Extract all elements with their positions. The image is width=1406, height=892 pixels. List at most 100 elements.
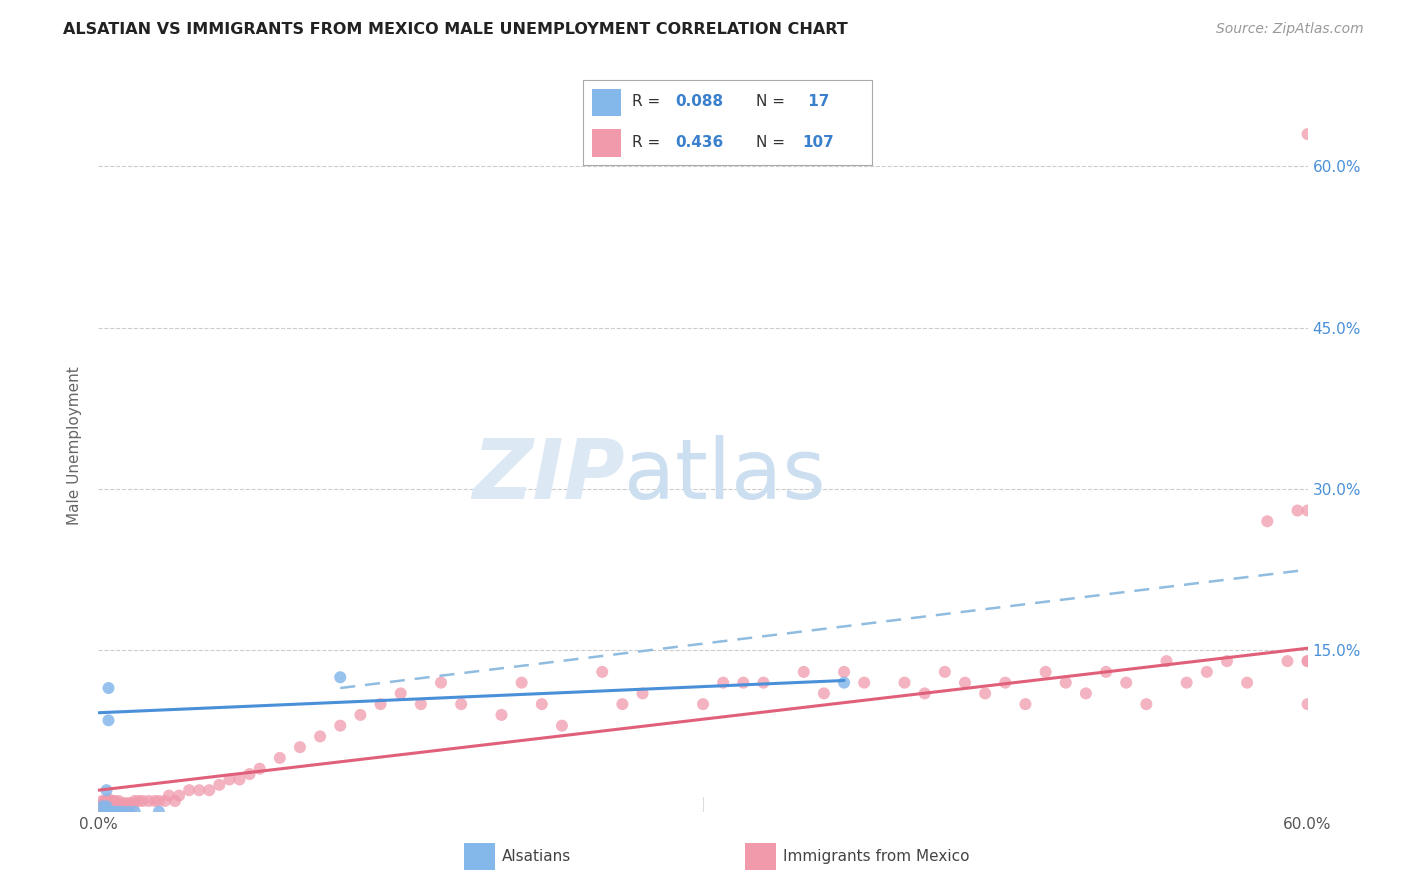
Point (100, 796, 122, 810)
Point (103, 799, 125, 814)
Point (409, 697, 432, 711)
Point (510, 675, 533, 690)
Point (96, 799, 118, 814)
Point (110, 799, 132, 814)
Point (91, 799, 114, 814)
Point (101, 805, 124, 819)
Point (97, 714, 120, 728)
Point (103, 805, 125, 819)
Point (692, 697, 714, 711)
Point (1296, 654, 1319, 668)
Point (120, 796, 142, 810)
Point (1195, 665, 1218, 679)
Point (124, 794, 146, 808)
Point (853, 675, 876, 690)
Point (832, 665, 855, 679)
Point (97, 801, 120, 815)
Point (96, 799, 118, 814)
Point (111, 805, 134, 819)
Point (893, 675, 915, 690)
Point (1236, 675, 1258, 690)
Point (107, 794, 129, 808)
Y-axis label: Male Unemployment: Male Unemployment (67, 367, 83, 525)
Point (111, 796, 134, 810)
Point (1135, 697, 1157, 711)
Point (218, 772, 240, 787)
Point (1014, 697, 1036, 711)
Point (97, 805, 120, 819)
Point (97, 792, 120, 806)
Text: Source: ZipAtlas.com: Source: ZipAtlas.com (1216, 22, 1364, 37)
Point (631, 686, 654, 700)
Text: 0.088: 0.088 (676, 95, 724, 110)
Point (914, 686, 936, 700)
Point (96, 794, 118, 808)
Point (97, 805, 120, 819)
Point (101, 794, 124, 808)
Point (167, 789, 190, 803)
Point (105, 796, 128, 810)
Point (101, 805, 124, 819)
Point (97, 797, 120, 812)
Point (1296, 127, 1319, 141)
Point (124, 805, 146, 819)
Point (91, 805, 114, 819)
Point (118, 805, 141, 819)
Point (551, 719, 574, 733)
Point (93, 796, 115, 810)
Point (179, 783, 201, 797)
Point (97, 681, 120, 695)
Text: ALSATIAN VS IMMIGRANTS FROM MEXICO MALE UNEMPLOYMENT CORRELATION CHART: ALSATIAN VS IMMIGRANTS FROM MEXICO MALE … (63, 22, 848, 37)
Point (1256, 514, 1278, 528)
Text: ZIP: ZIP (472, 434, 624, 516)
Point (163, 794, 186, 808)
FancyBboxPatch shape (592, 89, 621, 116)
Point (1296, 654, 1319, 668)
Point (114, 799, 136, 814)
Text: atlas: atlas (624, 434, 827, 516)
Point (793, 665, 815, 679)
Point (128, 794, 150, 808)
Text: Immigrants from Mexico: Immigrants from Mexico (783, 849, 970, 863)
Point (329, 670, 352, 684)
Point (100, 799, 122, 814)
Point (1286, 503, 1309, 517)
Point (143, 794, 166, 808)
Point (138, 794, 160, 808)
Point (93, 794, 115, 808)
Point (450, 697, 472, 711)
Point (1277, 654, 1299, 668)
Point (530, 697, 553, 711)
Point (1156, 654, 1178, 668)
Text: Alsatians: Alsatians (502, 849, 571, 863)
FancyBboxPatch shape (592, 129, 621, 157)
Point (591, 665, 613, 679)
Point (107, 805, 129, 819)
Point (96, 796, 118, 810)
Point (198, 783, 221, 797)
Point (107, 799, 129, 814)
Point (91, 799, 114, 814)
Text: 17: 17 (803, 95, 830, 110)
Point (103, 794, 125, 808)
Point (370, 697, 392, 711)
Point (115, 796, 138, 810)
Point (105, 801, 128, 815)
Point (153, 794, 176, 808)
Point (148, 794, 170, 808)
Point (1296, 503, 1319, 517)
Point (934, 665, 956, 679)
Point (288, 740, 311, 755)
Point (132, 794, 155, 808)
Point (974, 686, 997, 700)
Point (953, 675, 976, 690)
Point (1095, 665, 1118, 679)
Point (1035, 665, 1057, 679)
Point (96, 805, 118, 819)
Point (1074, 686, 1097, 700)
Text: N =: N = (756, 135, 790, 150)
Point (389, 686, 412, 700)
Point (269, 751, 291, 765)
Point (491, 707, 513, 722)
Point (733, 675, 755, 690)
